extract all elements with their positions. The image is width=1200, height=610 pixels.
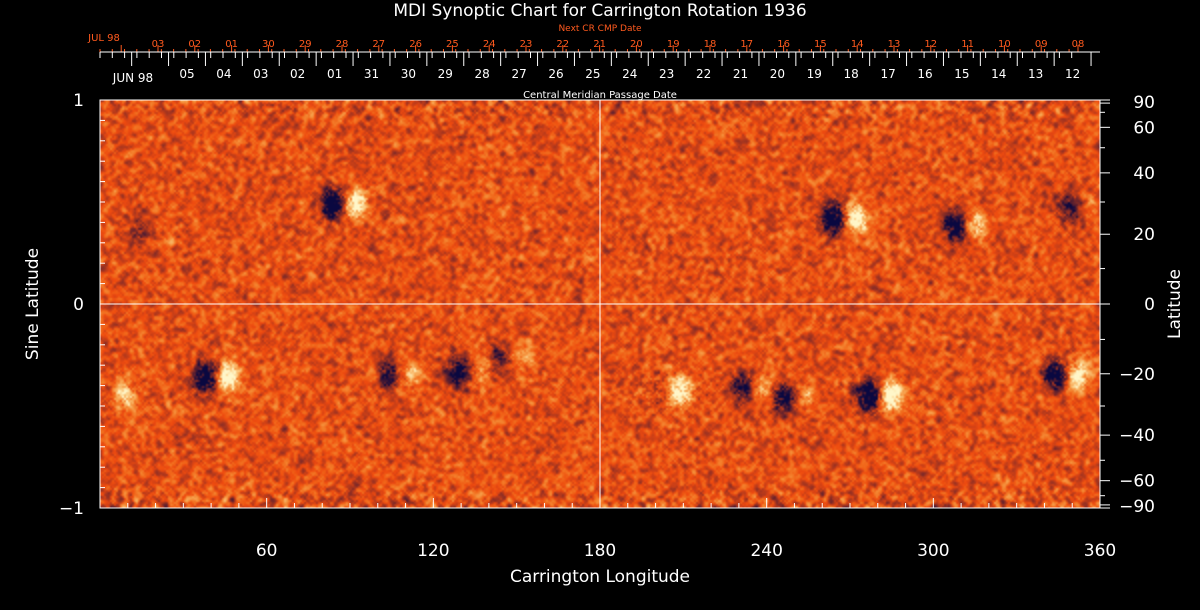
x-tick-label: 360 bbox=[1084, 541, 1116, 561]
cmp-date-label: 16 bbox=[917, 67, 932, 81]
cmp-date-label: 31 bbox=[364, 67, 379, 81]
y-axis-right-label: Latitude bbox=[1165, 269, 1185, 339]
next-cr-date-label: 14 bbox=[851, 39, 864, 50]
y-right-tick-label: −20 bbox=[1119, 365, 1155, 385]
chart-title: MDI Synoptic Chart for Carrington Rotati… bbox=[393, 1, 806, 21]
next-cr-date-label: 11 bbox=[961, 39, 974, 50]
cmp-date-label: 19 bbox=[807, 67, 822, 81]
y-right-tick-label: 40 bbox=[1133, 164, 1155, 184]
y-axis-right: 90 60 40 20 0 −20 −40 −60 −90 bbox=[1100, 93, 1155, 517]
x-tick-label: 300 bbox=[917, 541, 949, 561]
cmp-date-label: 15 bbox=[954, 67, 969, 81]
next-cr-date-label: 12 bbox=[924, 39, 937, 50]
next-cr-date-label: 08 bbox=[1072, 39, 1085, 50]
next-cr-date-label: 26 bbox=[409, 39, 422, 50]
cmp-date-label: 04 bbox=[216, 67, 231, 81]
next-cr-date-label: 03 bbox=[152, 39, 165, 50]
next-cr-date-label: 28 bbox=[336, 39, 349, 50]
cmp-date-label: 14 bbox=[991, 67, 1006, 81]
cmp-date-label: 17 bbox=[880, 67, 895, 81]
cmp-date-label: 27 bbox=[511, 67, 526, 81]
cmp-label: Central Meridian Passage Date bbox=[523, 90, 677, 101]
cmp-date-label: 24 bbox=[622, 67, 637, 81]
cmp-date-label: 21 bbox=[733, 67, 748, 81]
next-cr-date-label: 09 bbox=[1035, 39, 1048, 50]
next-cr-date-label: 02 bbox=[188, 39, 201, 50]
y-right-tick-label: −90 bbox=[1119, 497, 1155, 517]
next-cr-date-label: 20 bbox=[630, 39, 643, 50]
next-cr-date-label: 24 bbox=[483, 39, 496, 50]
y-axis-left-label: Sine Latitude bbox=[23, 248, 43, 360]
next-cr-date-label: 19 bbox=[667, 39, 680, 50]
next-cr-date-label: 13 bbox=[888, 39, 901, 50]
next-cr-label: Next CR CMP Date bbox=[558, 24, 642, 34]
cmp-month-label: JUN 98 bbox=[112, 71, 153, 85]
cmp-date-label: 12 bbox=[1065, 67, 1080, 81]
x-tick-label: 60 bbox=[256, 541, 278, 561]
x-tick-label: 240 bbox=[750, 541, 782, 561]
cmp-date-label: 05 bbox=[179, 67, 194, 81]
x-tick-label: 180 bbox=[584, 541, 616, 561]
grid-lines bbox=[100, 100, 1100, 508]
next-cr-date-label: 27 bbox=[372, 39, 385, 50]
next-cr-date-label: 15 bbox=[814, 39, 827, 50]
y-right-tick-label: 90 bbox=[1133, 93, 1155, 113]
cmp-date-label: 01 bbox=[327, 67, 342, 81]
next-cr-date-label: 25 bbox=[446, 39, 459, 50]
cmp-date-label: 02 bbox=[290, 67, 305, 81]
cmp-date-label: 18 bbox=[844, 67, 859, 81]
next-cr-date-label: 18 bbox=[704, 39, 717, 50]
cmp-date-label: 03 bbox=[253, 67, 268, 81]
next-cr-date-label: 10 bbox=[998, 39, 1011, 50]
y-right-tick-label: −60 bbox=[1119, 472, 1155, 492]
x-axis-label: Carrington Longitude bbox=[510, 567, 690, 587]
y-right-tick-label: −40 bbox=[1119, 426, 1155, 446]
next-cr-date-label: 30 bbox=[262, 39, 275, 50]
plot-area bbox=[99, 99, 1101, 509]
y-axis-left: −1 0 1 bbox=[59, 91, 110, 519]
y-left-tick-label: −1 bbox=[59, 499, 84, 519]
next-cr-date-label: 16 bbox=[777, 39, 790, 50]
y-right-tick-label: 20 bbox=[1133, 225, 1155, 245]
cmp-date-label: 29 bbox=[438, 67, 453, 81]
cmp-date-axis: JUN 98 05 04 03 02 01 31 30 29 28 27 26 25 24 23 22 21 20… bbox=[99, 51, 1100, 85]
next-cr-date-label: 21 bbox=[593, 39, 606, 50]
y-left-tick-label: 0 bbox=[73, 295, 84, 315]
next-cr-date-label: 01 bbox=[225, 39, 238, 50]
next-cr-date-label: 22 bbox=[556, 39, 569, 50]
y-right-tick-label: 0 bbox=[1144, 295, 1155, 315]
x-axis: 60 120 180 240 300 360 bbox=[127, 498, 1116, 561]
cmp-date-label: 13 bbox=[1028, 67, 1043, 81]
cmp-date-label: 20 bbox=[770, 67, 785, 81]
cmp-date-label: 28 bbox=[475, 67, 490, 81]
next-cr-month-label: JUL 98 bbox=[87, 33, 120, 44]
cmp-date-label: 23 bbox=[659, 67, 674, 81]
next-cr-date-label: 23 bbox=[520, 39, 533, 50]
y-left-tick-label: 1 bbox=[73, 91, 84, 111]
y-right-tick-label: 60 bbox=[1133, 118, 1155, 138]
cmp-date-label: 22 bbox=[696, 67, 711, 81]
cmp-date-label: 26 bbox=[548, 67, 563, 81]
cmp-date-label: 30 bbox=[401, 67, 416, 81]
x-tick-label: 120 bbox=[417, 541, 449, 561]
cmp-date-label: 25 bbox=[585, 67, 600, 81]
next-cr-date-label: 17 bbox=[740, 39, 753, 50]
next-cr-date-label: 29 bbox=[299, 39, 312, 50]
